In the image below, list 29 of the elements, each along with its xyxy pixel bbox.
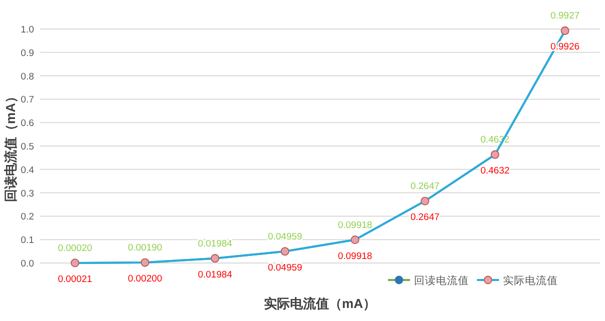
- data-label: 0.00020: [58, 242, 92, 254]
- legend-label: 实际电流值: [503, 274, 558, 287]
- data-label: 0.01984: [198, 269, 232, 280]
- data-label: 0.09918: [338, 250, 372, 262]
- y-tick-label: 1.0: [20, 24, 34, 36]
- y-tick-label: 0.2: [20, 212, 34, 223]
- y-tick-label: 0.7: [20, 94, 34, 106]
- data-label: 0.04959: [268, 262, 302, 274]
- data-label: 0.9927: [550, 10, 580, 22]
- data-label: 0.00190: [128, 242, 162, 254]
- data-label: 0.00200: [128, 274, 162, 285]
- y-tick-label: 0.1: [20, 235, 34, 246]
- y-axis-title: 回读电流值（mA）: [3, 90, 18, 202]
- y-tick-label: 0.3: [20, 188, 34, 200]
- y-tick-label: 0.6: [20, 118, 34, 130]
- data-label: 0.01984: [198, 238, 232, 250]
- y-tick-label: 0.0: [20, 258, 34, 270]
- data-label: 0.04959: [268, 231, 302, 242]
- data-label: 0.00021: [58, 274, 92, 285]
- data-label: 0.09918: [338, 220, 372, 231]
- legend-label: 回读电流值: [414, 274, 469, 287]
- y-tick-label: 0.4: [20, 164, 34, 176]
- data-label: 0.2647: [410, 181, 440, 192]
- y-tick-label: 0.5: [20, 142, 34, 152]
- y-tick-label: 0.8: [20, 71, 34, 82]
- data-label: 0.2647: [410, 212, 440, 224]
- x-axis-title: 实际电流值（mA）: [264, 296, 376, 311]
- data-label: 0.4632: [480, 166, 510, 177]
- y-tick-label: 0.9: [20, 48, 34, 59]
